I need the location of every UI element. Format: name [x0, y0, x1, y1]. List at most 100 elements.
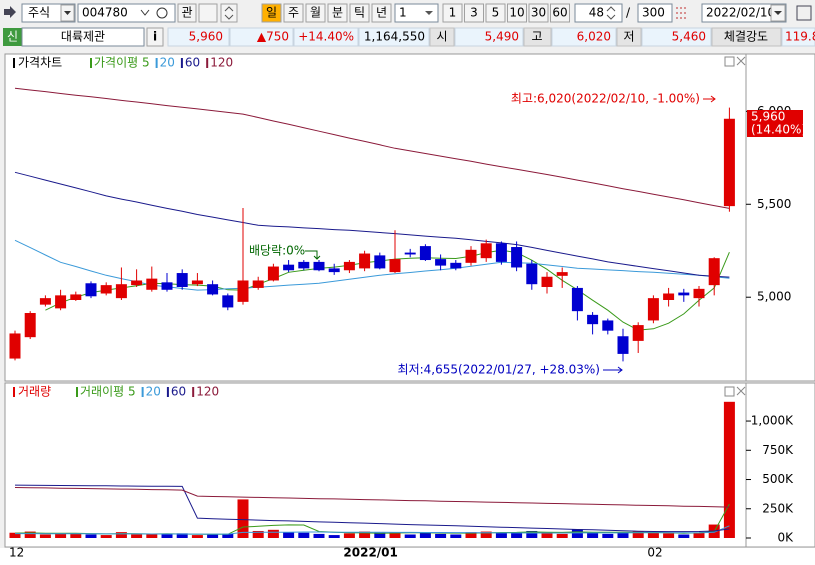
unit-select[interactable]	[394, 3, 439, 23]
candle-body	[556, 272, 568, 276]
ma-line	[15, 525, 730, 535]
price-panel	[4, 53, 747, 382]
price-axis-panel	[745, 53, 815, 382]
period-button[interactable]	[283, 3, 304, 23]
legend-marker	[155, 58, 158, 68]
panel-button[interactable]	[724, 56, 735, 67]
y-tick-label: 5,000	[757, 290, 791, 304]
count-input[interactable]	[574, 3, 623, 23]
strength-label: 체결강도	[724, 30, 768, 44]
legend-marker	[90, 58, 92, 68]
arrow	[703, 95, 716, 103]
volume-bar	[222, 533, 234, 538]
info: i	[153, 30, 157, 44]
icon-button[interactable]	[198, 3, 218, 23]
y-tick-label: 1,000K	[751, 414, 794, 428]
candle-body	[298, 261, 310, 269]
code: 004780	[82, 6, 128, 20]
cell	[358, 27, 430, 47]
volume-bar	[359, 531, 371, 538]
interval: 10	[509, 6, 524, 20]
label-cell	[616, 27, 642, 47]
candle-body	[663, 293, 675, 300]
volume-bar	[9, 532, 21, 538]
period-button[interactable]	[327, 3, 348, 23]
panel-button[interactable]	[724, 386, 735, 397]
date-input[interactable]	[701, 3, 787, 23]
legend-marker	[192, 387, 195, 397]
interval: 1	[449, 6, 457, 20]
period-button[interactable]	[349, 3, 370, 23]
volume-bar	[343, 533, 355, 538]
y-tick-label: 250K	[762, 501, 794, 515]
volume-bar	[480, 531, 492, 538]
legend-marker	[13, 387, 15, 397]
icon[interactable]	[796, 5, 812, 21]
volume-bar	[571, 529, 583, 538]
price: 5,960	[189, 30, 223, 44]
volume-bar	[207, 534, 219, 538]
candle-body	[85, 283, 97, 297]
volume-bar	[587, 532, 599, 538]
volume-bar	[556, 533, 568, 538]
cell	[229, 27, 294, 47]
arrows	[606, 6, 616, 20]
volume-axis-panel	[745, 382, 815, 548]
legend-item: 120	[210, 56, 233, 70]
interval-button[interactable]	[442, 3, 463, 23]
cell	[781, 27, 815, 47]
cell	[454, 27, 524, 47]
badge: 신	[7, 30, 18, 44]
total-input[interactable]	[637, 3, 673, 23]
code-input[interactable]	[77, 3, 176, 23]
interval-button[interactable]	[485, 3, 506, 23]
candle-body	[70, 294, 82, 300]
interval: 60	[552, 6, 567, 20]
spinner[interactable]	[220, 3, 238, 23]
period-button[interactable]	[305, 3, 326, 23]
legend-marker	[166, 387, 169, 397]
arrow	[774, 11, 782, 15]
candle-body	[9, 333, 21, 359]
interval-button[interactable]	[528, 3, 549, 23]
interval-button[interactable]	[464, 3, 484, 23]
period: 월	[310, 6, 321, 20]
volume-bar	[191, 535, 203, 538]
volume-bar	[176, 533, 188, 538]
watch-button[interactable]	[177, 3, 197, 23]
interval-button[interactable]	[507, 3, 527, 23]
volume-bar	[450, 534, 462, 538]
legend-item: 60	[185, 56, 200, 70]
panel-close[interactable]	[736, 386, 746, 396]
candle-body	[24, 313, 36, 338]
candle-body	[526, 263, 538, 285]
volume-bar	[404, 534, 416, 538]
period-button[interactable]	[261, 3, 282, 23]
candle-body	[617, 336, 629, 354]
ma-line	[45, 249, 730, 331]
legend-marker	[206, 58, 209, 68]
period-button[interactable]	[371, 3, 392, 23]
volume-bar	[115, 532, 127, 538]
interval: 3	[470, 6, 478, 20]
panel-close[interactable]	[736, 56, 746, 66]
interval-button[interactable]	[550, 3, 570, 23]
candle-body	[161, 282, 173, 290]
volume-bar	[647, 532, 659, 538]
candle-body	[541, 276, 553, 287]
open: 5,490	[485, 30, 519, 44]
candle-body	[252, 280, 264, 288]
count: 48	[589, 6, 604, 20]
icon[interactable]	[676, 7, 686, 19]
search-icon[interactable]	[156, 7, 168, 19]
legend-marker	[180, 58, 183, 68]
candle-body	[100, 285, 112, 294]
dividend-annotation: 배당락:0%	[249, 244, 305, 258]
volume-bar	[693, 532, 705, 538]
cell	[641, 27, 712, 47]
label-cell	[711, 27, 782, 47]
legend-title: 가격차트	[18, 56, 62, 70]
info-button[interactable]	[146, 27, 164, 47]
volume-bar	[465, 532, 477, 538]
menu-icon[interactable]	[4, 6, 16, 18]
